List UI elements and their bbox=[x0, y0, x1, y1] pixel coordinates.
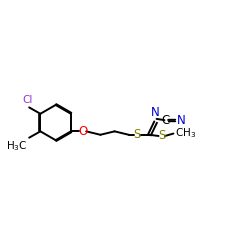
Text: Cl: Cl bbox=[22, 96, 32, 106]
Text: N: N bbox=[176, 114, 185, 126]
Text: S: S bbox=[158, 130, 166, 142]
Text: O: O bbox=[78, 125, 87, 138]
Text: S: S bbox=[134, 128, 141, 141]
Text: H$_3$C: H$_3$C bbox=[6, 140, 27, 153]
Text: N: N bbox=[151, 106, 160, 119]
Text: CH$_3$: CH$_3$ bbox=[175, 126, 196, 140]
Text: C: C bbox=[162, 114, 170, 126]
